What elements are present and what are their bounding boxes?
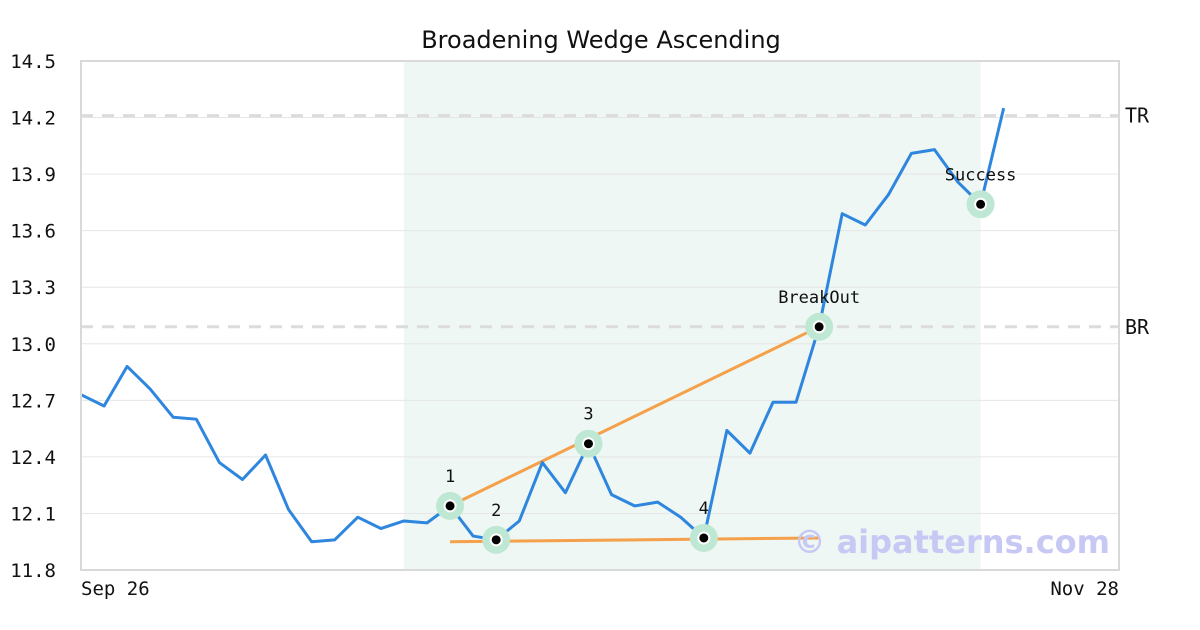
y-tick-label: 12.4 [10,447,56,469]
marker-point [697,531,711,545]
y-tick-label: 13.0 [10,334,56,356]
marker-label: Success [945,165,1017,185]
y-tick-label: 12.1 [10,503,56,525]
marker-label: BreakOut [778,288,860,308]
price-series [80,107,1006,544]
marker-label: 4 [699,499,709,519]
marker-label: 2 [491,501,501,521]
y-tick-label: 13.3 [10,277,56,299]
marker-point [489,533,503,547]
series-line [80,107,1006,544]
trend-line-1 [449,325,820,508]
x-tick-end: Nov 28 [1050,578,1119,600]
marker-point [974,197,988,211]
level-label-br: BR [1125,315,1150,339]
watermark: © aipatterns.com [793,523,1110,561]
marker-point [581,437,595,451]
level-lines: TR BR [81,104,1150,339]
pattern-markers: 1 2 3 4 BreakOut Success [436,165,1016,554]
y-tick-label: 12.7 [10,390,56,412]
trend-line-2 [450,536,820,544]
trend-lines [449,325,820,544]
marker-point [443,499,457,513]
y-tick-label: 14.2 [10,108,56,130]
marker-label: 3 [583,405,593,425]
x-tick-start: Sep 26 [81,578,150,600]
y-tick-label: 14.5 [10,51,56,73]
y-axis-ticks: 14.5 14.2 13.9 13.6 13.3 13.0 12.7 12.4 12.1 11.8 [10,51,56,582]
level-label-tr: TR [1125,104,1150,128]
y-tick-label: 11.8 [10,560,56,582]
marker-label: 1 [445,467,455,487]
highlight-region-layer [403,61,981,570]
plot-frame [80,60,1120,571]
highlight-region [403,61,981,570]
y-tick-label: 13.6 [10,221,56,243]
marker-point [812,320,826,334]
chart-title: Broadening Wedge Ascending [421,26,781,54]
y-tick-label: 13.9 [10,164,56,186]
